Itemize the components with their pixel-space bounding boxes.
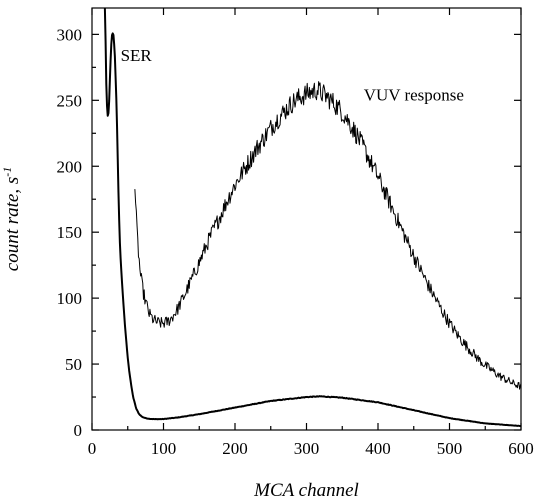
series-layer (103, 8, 521, 428)
ticks-layer (91, 8, 522, 431)
annotation-label: VUV response (364, 85, 464, 104)
x-tick-label: 600 (508, 439, 534, 458)
plot-frame (91, 7, 522, 431)
y-axis-label-main: count rate, s (2, 177, 23, 271)
y-axis-label-unit-exponent: -1 (0, 167, 14, 177)
y-tick-label: 100 (57, 289, 83, 308)
x-axis-label: MCA channel (253, 480, 359, 501)
y-tick-label: 50 (65, 355, 82, 374)
x-tick-label: 0 (88, 439, 97, 458)
x-tick-label: 200 (222, 439, 248, 458)
y-tick-label: 300 (57, 25, 83, 44)
y-tick-label: 250 (57, 91, 83, 110)
y-axis-label: count rate, s-1 (0, 167, 23, 271)
annotation-label: SER (121, 46, 153, 65)
tick-labels-layer: 0 100 200 300 400 500 600 0 50 100 150 200 250 300 (57, 25, 534, 458)
y-tick-label: 0 (74, 421, 83, 440)
annotations-layer: SER VUV response (121, 46, 464, 105)
series-line-vuv (134, 81, 521, 390)
series-line-ser (103, 8, 521, 428)
y-tick-label: 200 (57, 157, 83, 176)
x-tick-label: 300 (294, 439, 320, 458)
x-tick-label: 500 (437, 439, 463, 458)
x-tick-label: 100 (151, 439, 177, 458)
x-tick-label: 400 (365, 439, 391, 458)
y-tick-label: 150 (57, 223, 83, 242)
